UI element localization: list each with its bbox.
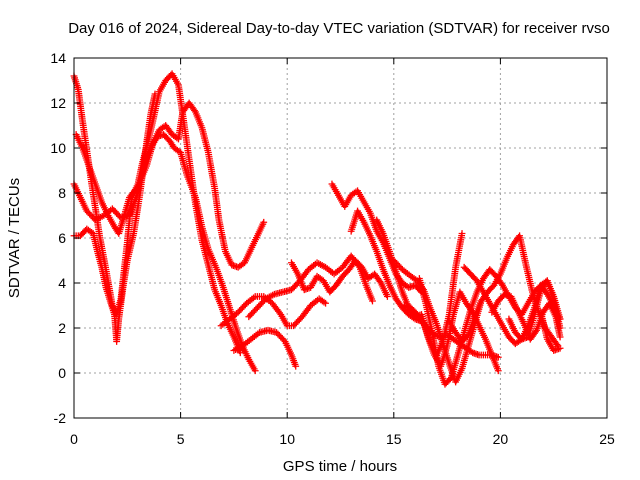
data-point-marker (369, 297, 376, 305)
series-track-7 (245, 252, 376, 321)
data-point-marker (260, 218, 268, 226)
data-point-marker (292, 362, 300, 370)
y-tick-label: 8 (58, 185, 66, 201)
series-track-18 (505, 277, 564, 343)
chart-title: Day 016 of 2024, Sidereal Day-to-day VTE… (68, 20, 610, 37)
x-tick-label: 10 (279, 431, 295, 447)
x-axis-label: GPS time / hours (283, 458, 397, 475)
series-track-4 (70, 90, 159, 345)
data-point-marker (494, 367, 502, 375)
y-tick-label: 2 (58, 320, 66, 336)
series-track-19 (537, 308, 564, 354)
data-point-marker (419, 318, 426, 326)
data-point-marker (322, 299, 329, 307)
x-tick-label: 0 (70, 431, 78, 447)
y-tick-label: 10 (50, 140, 66, 156)
data-point-marker (556, 344, 564, 352)
data-point-marker (376, 278, 384, 285)
data-point-marker (556, 333, 564, 341)
y-tick-label: 14 (50, 50, 66, 66)
y-axis-label: SDTVAR / TECUs (6, 178, 23, 298)
data-point-marker (458, 230, 466, 237)
data-point-marker (276, 309, 283, 317)
data-point-marker (303, 267, 311, 275)
series-track-6 (230, 326, 300, 370)
x-tick-label: 20 (493, 431, 509, 447)
series-track-8 (288, 257, 391, 300)
y-tick-label: 4 (58, 275, 66, 291)
data-point-marker (320, 298, 328, 306)
data-point-marker (133, 184, 141, 192)
y-tick-label: 12 (50, 95, 66, 111)
x-tick-label: 15 (386, 431, 402, 447)
data-point-marker (236, 349, 244, 357)
y-tick-label: -2 (54, 410, 67, 426)
data-point-marker (151, 90, 159, 98)
y-tick-label: 6 (58, 230, 66, 246)
data-points (70, 70, 564, 388)
x-tick-label: 5 (177, 431, 185, 447)
data-point-marker (280, 336, 288, 344)
data-point-marker (251, 367, 259, 375)
y-tick-label: 0 (58, 365, 66, 381)
data-point-marker (532, 328, 539, 336)
series-track-3 (72, 99, 268, 271)
data-point-marker (191, 107, 198, 114)
data-point-marker (556, 315, 564, 323)
x-tick-label: 25 (599, 431, 615, 447)
data-point-marker (306, 303, 313, 311)
data-point-marker (384, 293, 391, 300)
